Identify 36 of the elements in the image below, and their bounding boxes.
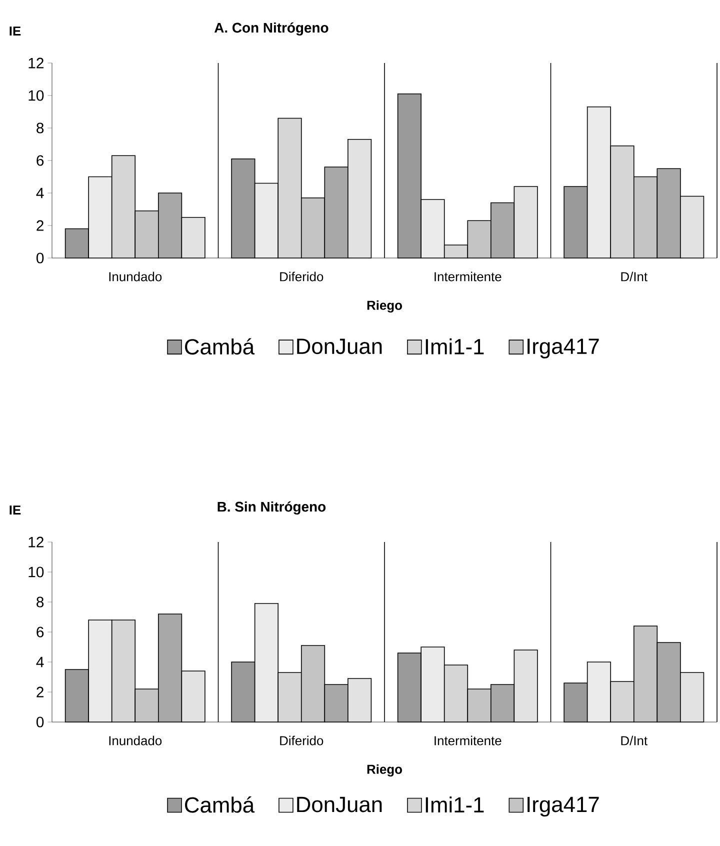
y-tick-label: 8 — [36, 122, 44, 134]
y-tick-label: 10 — [28, 566, 44, 578]
x-tick-label: D/Int — [621, 736, 648, 746]
y-tick-label: 2 — [36, 220, 44, 231]
chart-title: B. Sin Nitrógeno — [218, 501, 326, 515]
chart-title: A. Con Nitrógeno — [214, 22, 328, 36]
y-tick-label: 6 — [36, 155, 44, 166]
x-tick-label: Intermitente — [434, 736, 502, 746]
legend-label: DonJuan — [296, 338, 382, 354]
legend-label: Irga417 — [527, 338, 599, 358]
legend-label: DonJuan — [296, 796, 382, 812]
legend-label: Imi1-1 — [426, 796, 484, 812]
y-tick-label: 4 — [36, 656, 44, 668]
x-tick-label: Diferido — [280, 736, 323, 746]
x-tick-label: D/Int — [621, 272, 648, 282]
legend-label: Cambá — [184, 796, 254, 813]
legend-label: Imi1-1 — [426, 338, 484, 354]
x-tick-label: Inundado — [109, 272, 162, 282]
legend-label: Cambá — [184, 338, 254, 355]
y-tick-label: 2 — [36, 686, 44, 698]
y-axis-title: IE — [10, 506, 20, 514]
x-tick-label: Inundado — [109, 736, 162, 746]
y-axis-title: IE — [10, 26, 20, 36]
x-tick-label: Diferido — [280, 272, 323, 282]
y-tick-label: 6 — [36, 626, 44, 638]
x-axis-title: Riego — [367, 764, 402, 777]
y-tick-label: 8 — [36, 596, 44, 608]
x-tick-label: Intermitente — [434, 272, 502, 282]
y-tick-label: 12 — [28, 58, 44, 68]
y-tick-label: 4 — [36, 188, 44, 198]
y-tick-label: 0 — [36, 716, 44, 728]
y-tick-label: 0 — [36, 252, 44, 264]
y-tick-label: 12 — [28, 536, 44, 548]
y-tick-label: 10 — [28, 90, 44, 101]
x-axis-title: Riego — [367, 300, 402, 313]
legend-label: Irga417 — [527, 796, 599, 817]
